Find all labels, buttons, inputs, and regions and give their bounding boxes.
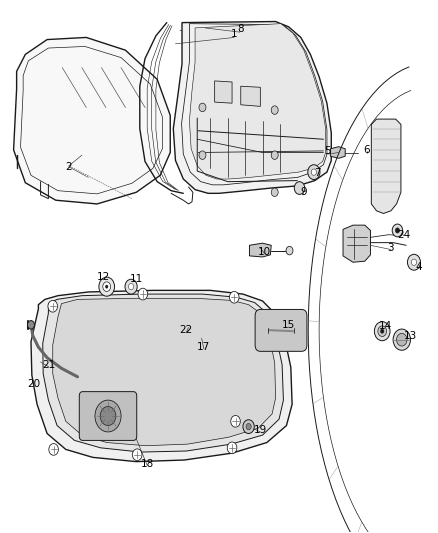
Polygon shape — [343, 225, 371, 262]
Text: 10: 10 — [258, 247, 271, 257]
Ellipse shape — [58, 338, 88, 362]
Circle shape — [106, 285, 108, 288]
Circle shape — [395, 228, 399, 233]
Text: 19: 19 — [254, 425, 267, 435]
Polygon shape — [189, 23, 325, 179]
Circle shape — [271, 188, 278, 197]
Text: 6: 6 — [364, 145, 370, 155]
Polygon shape — [14, 37, 170, 204]
Circle shape — [411, 259, 417, 265]
Ellipse shape — [91, 349, 125, 375]
Circle shape — [294, 182, 305, 195]
Ellipse shape — [91, 319, 125, 346]
Text: 12: 12 — [97, 272, 110, 282]
Circle shape — [271, 151, 278, 159]
Polygon shape — [53, 298, 276, 446]
Polygon shape — [43, 294, 283, 452]
Text: 8: 8 — [237, 24, 244, 34]
Circle shape — [100, 407, 116, 425]
Circle shape — [95, 400, 121, 432]
Polygon shape — [250, 243, 271, 257]
Polygon shape — [31, 290, 292, 462]
Circle shape — [392, 224, 403, 237]
FancyBboxPatch shape — [79, 392, 137, 440]
Circle shape — [308, 165, 320, 180]
Circle shape — [138, 288, 148, 300]
Circle shape — [231, 416, 240, 427]
Circle shape — [49, 443, 58, 455]
Text: 22: 22 — [180, 325, 193, 335]
Circle shape — [378, 326, 387, 336]
Circle shape — [246, 423, 251, 430]
Circle shape — [311, 169, 317, 175]
Text: 11: 11 — [130, 274, 143, 284]
Circle shape — [199, 103, 206, 112]
Polygon shape — [330, 147, 345, 158]
Text: 3: 3 — [388, 243, 394, 253]
Circle shape — [199, 151, 206, 159]
Text: 7: 7 — [314, 168, 320, 178]
Text: 24: 24 — [397, 230, 410, 240]
Circle shape — [103, 282, 111, 292]
Ellipse shape — [193, 357, 228, 383]
Text: 9: 9 — [300, 187, 307, 197]
Text: 14: 14 — [378, 321, 392, 331]
Text: 15: 15 — [282, 320, 295, 330]
Ellipse shape — [193, 321, 228, 348]
Circle shape — [227, 442, 237, 454]
Text: 5: 5 — [325, 146, 331, 156]
Circle shape — [286, 246, 293, 255]
Circle shape — [28, 320, 35, 329]
Ellipse shape — [59, 314, 87, 333]
Text: 4: 4 — [416, 262, 423, 271]
Polygon shape — [241, 86, 260, 107]
Circle shape — [393, 329, 410, 350]
Text: 2: 2 — [66, 162, 72, 172]
Text: 18: 18 — [141, 459, 154, 469]
Polygon shape — [173, 21, 331, 193]
Circle shape — [125, 279, 137, 294]
Circle shape — [230, 292, 239, 303]
Ellipse shape — [134, 358, 178, 390]
Circle shape — [381, 329, 384, 333]
Circle shape — [128, 284, 134, 290]
Circle shape — [407, 254, 420, 270]
Circle shape — [396, 333, 407, 346]
Polygon shape — [215, 81, 232, 103]
Ellipse shape — [58, 365, 88, 389]
Text: 17: 17 — [197, 342, 210, 352]
Circle shape — [243, 419, 254, 433]
Circle shape — [374, 321, 390, 341]
Circle shape — [99, 277, 115, 296]
Circle shape — [48, 301, 57, 312]
Ellipse shape — [134, 326, 178, 358]
Text: 21: 21 — [42, 360, 56, 369]
Polygon shape — [371, 119, 401, 214]
Circle shape — [132, 449, 142, 461]
FancyBboxPatch shape — [255, 310, 307, 351]
Text: 20: 20 — [28, 379, 41, 389]
Circle shape — [271, 106, 278, 114]
Text: 1: 1 — [231, 29, 237, 39]
Text: 13: 13 — [404, 332, 417, 342]
